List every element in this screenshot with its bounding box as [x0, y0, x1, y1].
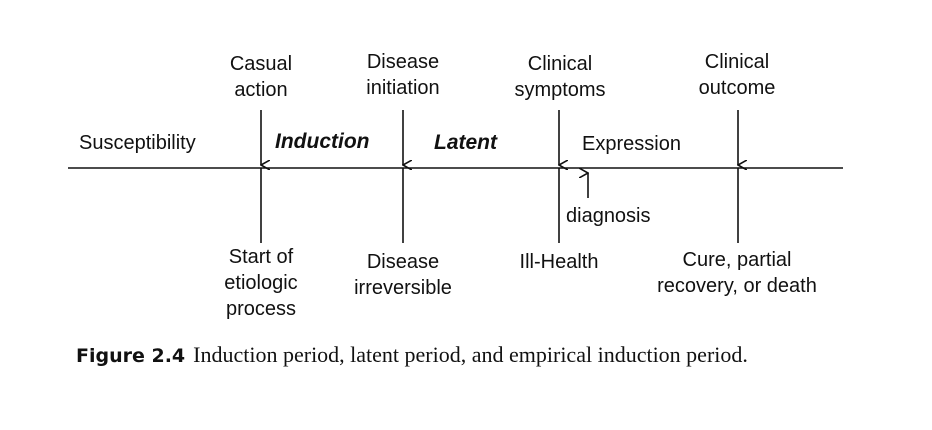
- label-line: Disease: [366, 51, 440, 73]
- label-disease-initiation: Disease initiation: [348, 49, 458, 101]
- label-line: outcome: [698, 77, 776, 99]
- label-line: recovery, or death: [657, 275, 817, 297]
- phase-susceptibility: Susceptibility: [79, 132, 196, 154]
- label-clinical-outcome: Clinical outcome: [677, 49, 797, 101]
- label-diagnosis: diagnosis: [566, 205, 651, 227]
- phase-latent: Latent: [434, 131, 497, 154]
- label-line: Disease: [366, 251, 440, 273]
- label-line: Start of: [228, 246, 294, 268]
- label-line: action: [234, 79, 288, 101]
- label-line: symptoms: [514, 79, 606, 101]
- figure-caption: Figure 2.4 Induction period, latent perio…: [76, 342, 748, 368]
- label-line: irreversible: [354, 277, 452, 299]
- label-line: etiologic: [224, 272, 298, 294]
- label-outcome-result: Cure, partial recovery, or death: [637, 247, 837, 299]
- phase-induction: Induction: [275, 130, 370, 153]
- phase-expression: Expression: [582, 133, 681, 155]
- label-clinical-symptoms: Clinical symptoms: [500, 51, 620, 103]
- label-disease-irreversible: Disease irreversible: [343, 249, 463, 301]
- label-start-etiologic: Start of etiologic process: [206, 244, 316, 322]
- figure-caption-text: Induction period, latent period, and emp…: [193, 342, 748, 367]
- label-line: Clinical: [527, 53, 593, 75]
- label-line: initiation: [366, 77, 440, 99]
- label-line: process: [225, 298, 297, 320]
- figure-label: Figure 2.4: [76, 345, 186, 367]
- label-line: Casual: [229, 53, 293, 75]
- label-line: Clinical: [704, 51, 770, 73]
- label-line: Cure, partial: [682, 249, 792, 271]
- label-ill-health: Ill-Health: [519, 251, 599, 273]
- label-casual-action: Casual action: [211, 51, 311, 103]
